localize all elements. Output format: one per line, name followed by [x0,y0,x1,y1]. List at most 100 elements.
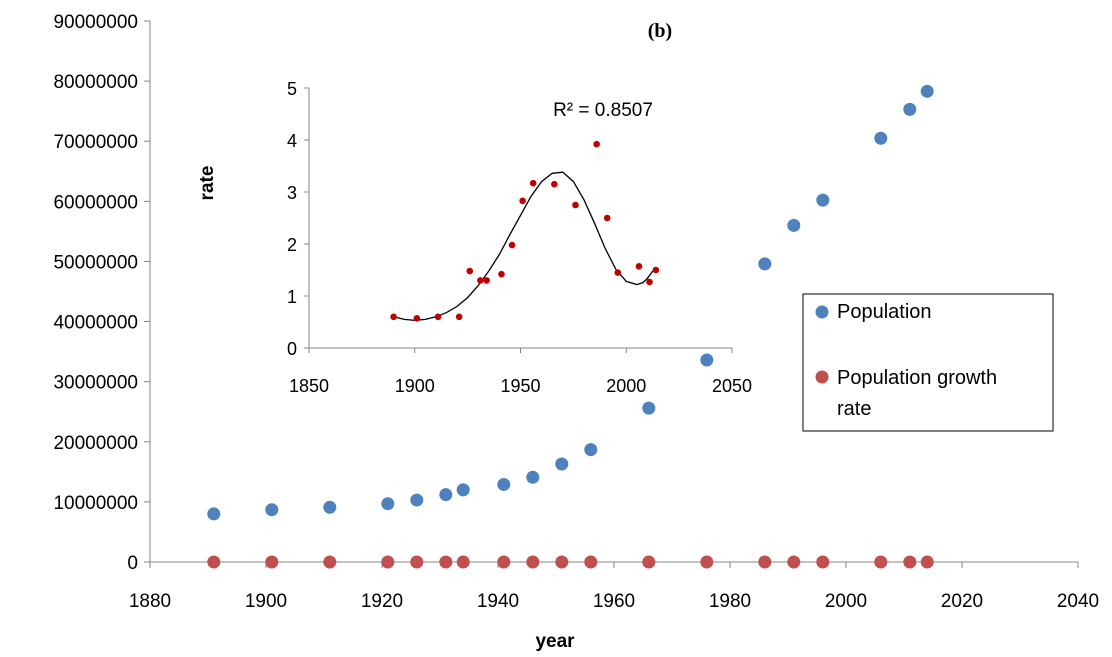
x-tick-label: 2000 [825,591,867,612]
panel-label: (b) [648,20,672,42]
data-point-growth-rate [265,555,279,569]
data-point-growth-rate [584,555,598,569]
y-tick-label: 50000000 [53,252,138,273]
y-tick-label: 80000000 [53,72,138,93]
inset-plot: 0 1 2 3 4 5 1850 1900 1950 2000 2050 rate R² = 0.850… [197,79,752,396]
data-point-growth-rate [497,555,511,569]
data-point-growth-rate [323,555,337,569]
inset-data-point [483,277,490,284]
data-point-population [903,102,917,116]
main-plot: 0 10000000 20000000 30000000 40000000 5000000… [53,12,1099,652]
inset-y-tick-label: 5 [287,79,297,99]
y-tick-label: 40000000 [53,313,138,334]
data-point-growth-rate [903,555,917,569]
inset-data-point [646,278,653,286]
inset-x-tick-label: 1950 [500,376,540,396]
data-point-growth-rate [874,555,888,569]
data-point-population [920,84,934,98]
inset-data-point [603,214,611,222]
data-point-population [526,470,540,484]
y-tick-label: 60000000 [53,192,138,213]
x-tick-label: 1900 [245,591,287,612]
inset-data-point [466,267,474,275]
x-tick-label: 2040 [1057,591,1099,612]
inset-data-point [614,269,622,276]
inset-x-tick-label: 1900 [395,376,435,396]
data-point-growth-rate [700,555,714,569]
data-point-population [265,503,279,517]
inset-background [309,82,734,350]
y-tick-label: 0 [127,553,138,574]
data-point-population [323,500,337,514]
inset-x-tick-label: 1850 [289,376,329,396]
legend: Population Population growth rate [802,293,1054,432]
data-point-growth-rate [758,555,772,569]
inset-data-point [593,140,600,148]
x-tick-label: 1920 [361,591,403,612]
legend-box [802,293,1054,432]
data-point-population [555,457,569,471]
data-point-population [410,493,424,507]
inset-y-tick-label: 1 [287,287,297,307]
data-point-population [642,401,656,415]
inset-data-point [508,241,516,249]
data-point-population [874,131,888,145]
data-point-growth-rate [439,555,453,569]
data-point-growth-rate [642,555,656,569]
inset-y-axis-title: rate [197,166,218,201]
data-point-population [207,507,221,521]
x-axis-title: year [535,631,575,652]
inset-data-point [635,263,643,270]
data-point-growth-rate [207,555,221,569]
y-tick-label: 70000000 [53,132,138,153]
data-point-growth-rate [456,555,470,569]
inset-y-tick-label: 2 [287,235,297,255]
y-tick-label: 20000000 [53,433,138,454]
trendline [393,171,657,322]
inset-data-point [434,313,442,321]
inset-x-tick-label: 2050 [712,376,752,396]
x-tick-label: 1880 [129,591,171,612]
inset-x-tick-label: 2000 [606,376,646,396]
data-point-growth-rate [816,555,830,569]
inset-data-point [572,201,579,209]
y-tick-label: 30000000 [53,373,138,394]
r-squared-label: R² = 0.8507 [553,100,653,121]
x-tick-label: 1960 [593,591,635,612]
inset-data-point [551,180,558,188]
inset-data-point [529,179,537,187]
inset-y-tick-label: 0 [287,339,297,359]
data-point-growth-rate [410,555,424,569]
x-tick-label: 2020 [941,591,983,612]
inset-data-point [477,277,484,284]
inset-data-point [519,197,526,205]
data-point-growth-rate [381,555,395,569]
y-tick-label: 90000000 [53,12,138,33]
data-point-growth-rate [920,555,934,569]
data-point-growth-rate [526,555,540,569]
data-point-population [787,218,801,232]
x-tick-label: 1980 [709,591,751,612]
data-point-growth-rate [555,555,569,569]
legend-label-growth-rate: Population growth rate [837,367,997,420]
inset-data-point [390,313,397,321]
legend-marker-growth-rate [815,370,829,384]
x-tick-label: 1940 [477,591,519,612]
y-tick-label: 10000000 [53,493,138,514]
inset-data-point [498,270,505,278]
inset-y-tick-label: 4 [287,131,297,151]
inset-data-point [652,266,660,274]
legend-label-population: Population [837,301,932,323]
data-point-population [439,488,453,502]
inset-data-point [413,315,421,322]
inset-y-tick-label: 3 [287,183,297,203]
data-point-population [816,193,830,207]
data-point-population [456,483,470,497]
data-point-population [497,477,511,491]
data-point-population [584,443,598,457]
data-point-population [381,497,395,511]
data-point-population [700,353,714,367]
inset-data-point [455,313,463,321]
legend-marker-population [815,305,829,319]
